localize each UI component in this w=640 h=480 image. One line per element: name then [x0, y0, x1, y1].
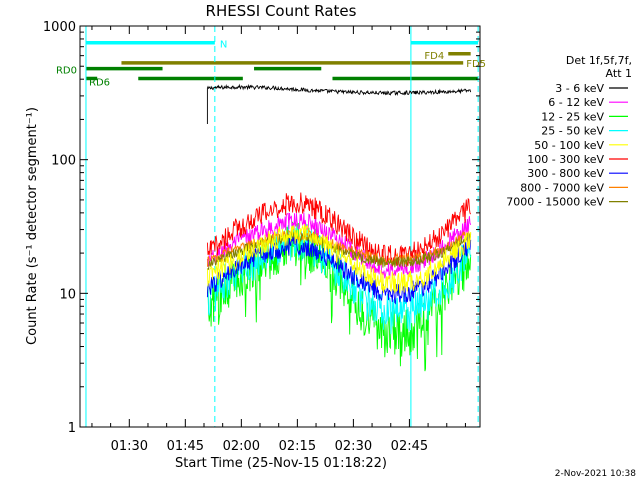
legend-label: 50 - 100 keV: [534, 139, 604, 152]
chart-title: RHESSI Count Rates: [206, 2, 357, 20]
annotation-label: RD6: [89, 77, 110, 88]
y-axis-label: Count Rate (s⁻¹ detector segment⁻¹): [25, 107, 40, 345]
legend-label: 100 - 300 keV: [527, 153, 604, 166]
x-tick-label: 01:30: [111, 439, 148, 454]
x-tick-label: 02:15: [279, 439, 316, 454]
annotation-label: RD0: [56, 66, 77, 77]
series-layer: [206, 83, 472, 372]
x-axis-label: Start Time (25-Nov-15 01:18:22): [175, 456, 387, 471]
legend-header: Det 1f,5f,7f,: [566, 54, 632, 67]
y-tick-label: 100: [51, 154, 76, 169]
legend-label: 300 - 800 keV: [527, 167, 604, 180]
legend-header: Att 1: [606, 67, 632, 80]
legend-label: 800 - 7000 keV: [520, 181, 604, 194]
annotation-label: FD4: [424, 51, 444, 62]
annotation-label: N: [220, 40, 227, 51]
y-axis: 1 10 100 1000: [43, 20, 480, 436]
series-line: [206, 192, 472, 267]
footer-timestamp: 2-Nov-2021 10:38: [555, 469, 637, 479]
x-tick-label: 02:00: [223, 439, 260, 454]
x-axis: 01:30 01:45 02:00 02:15 02:30 02:45: [91, 26, 466, 454]
y-tick-label: 1000: [43, 20, 76, 35]
plot-frame: [79, 25, 481, 428]
annotation-label: FD5: [466, 59, 486, 70]
series-line: [206, 83, 472, 124]
series-line: [206, 223, 472, 294]
legend-label: 12 - 25 keV: [541, 110, 604, 123]
x-tick-label: 01:45: [167, 439, 204, 454]
y-tick-label: 10: [59, 287, 76, 302]
legend-label: 25 - 50 keV: [541, 125, 604, 138]
x-tick-label: 02:45: [391, 439, 428, 454]
annotation-bars: N FD4 FD5 RD0 RD6: [56, 40, 486, 89]
x-tick-label: 02:30: [335, 439, 372, 454]
y-tick-label: 1: [68, 421, 76, 436]
series-line: [206, 212, 472, 280]
legend-label: 6 - 12 keV: [548, 96, 604, 109]
legend-label: 3 - 6 keV: [555, 82, 604, 95]
legend-label: 7000 - 15000 keV: [506, 196, 604, 209]
